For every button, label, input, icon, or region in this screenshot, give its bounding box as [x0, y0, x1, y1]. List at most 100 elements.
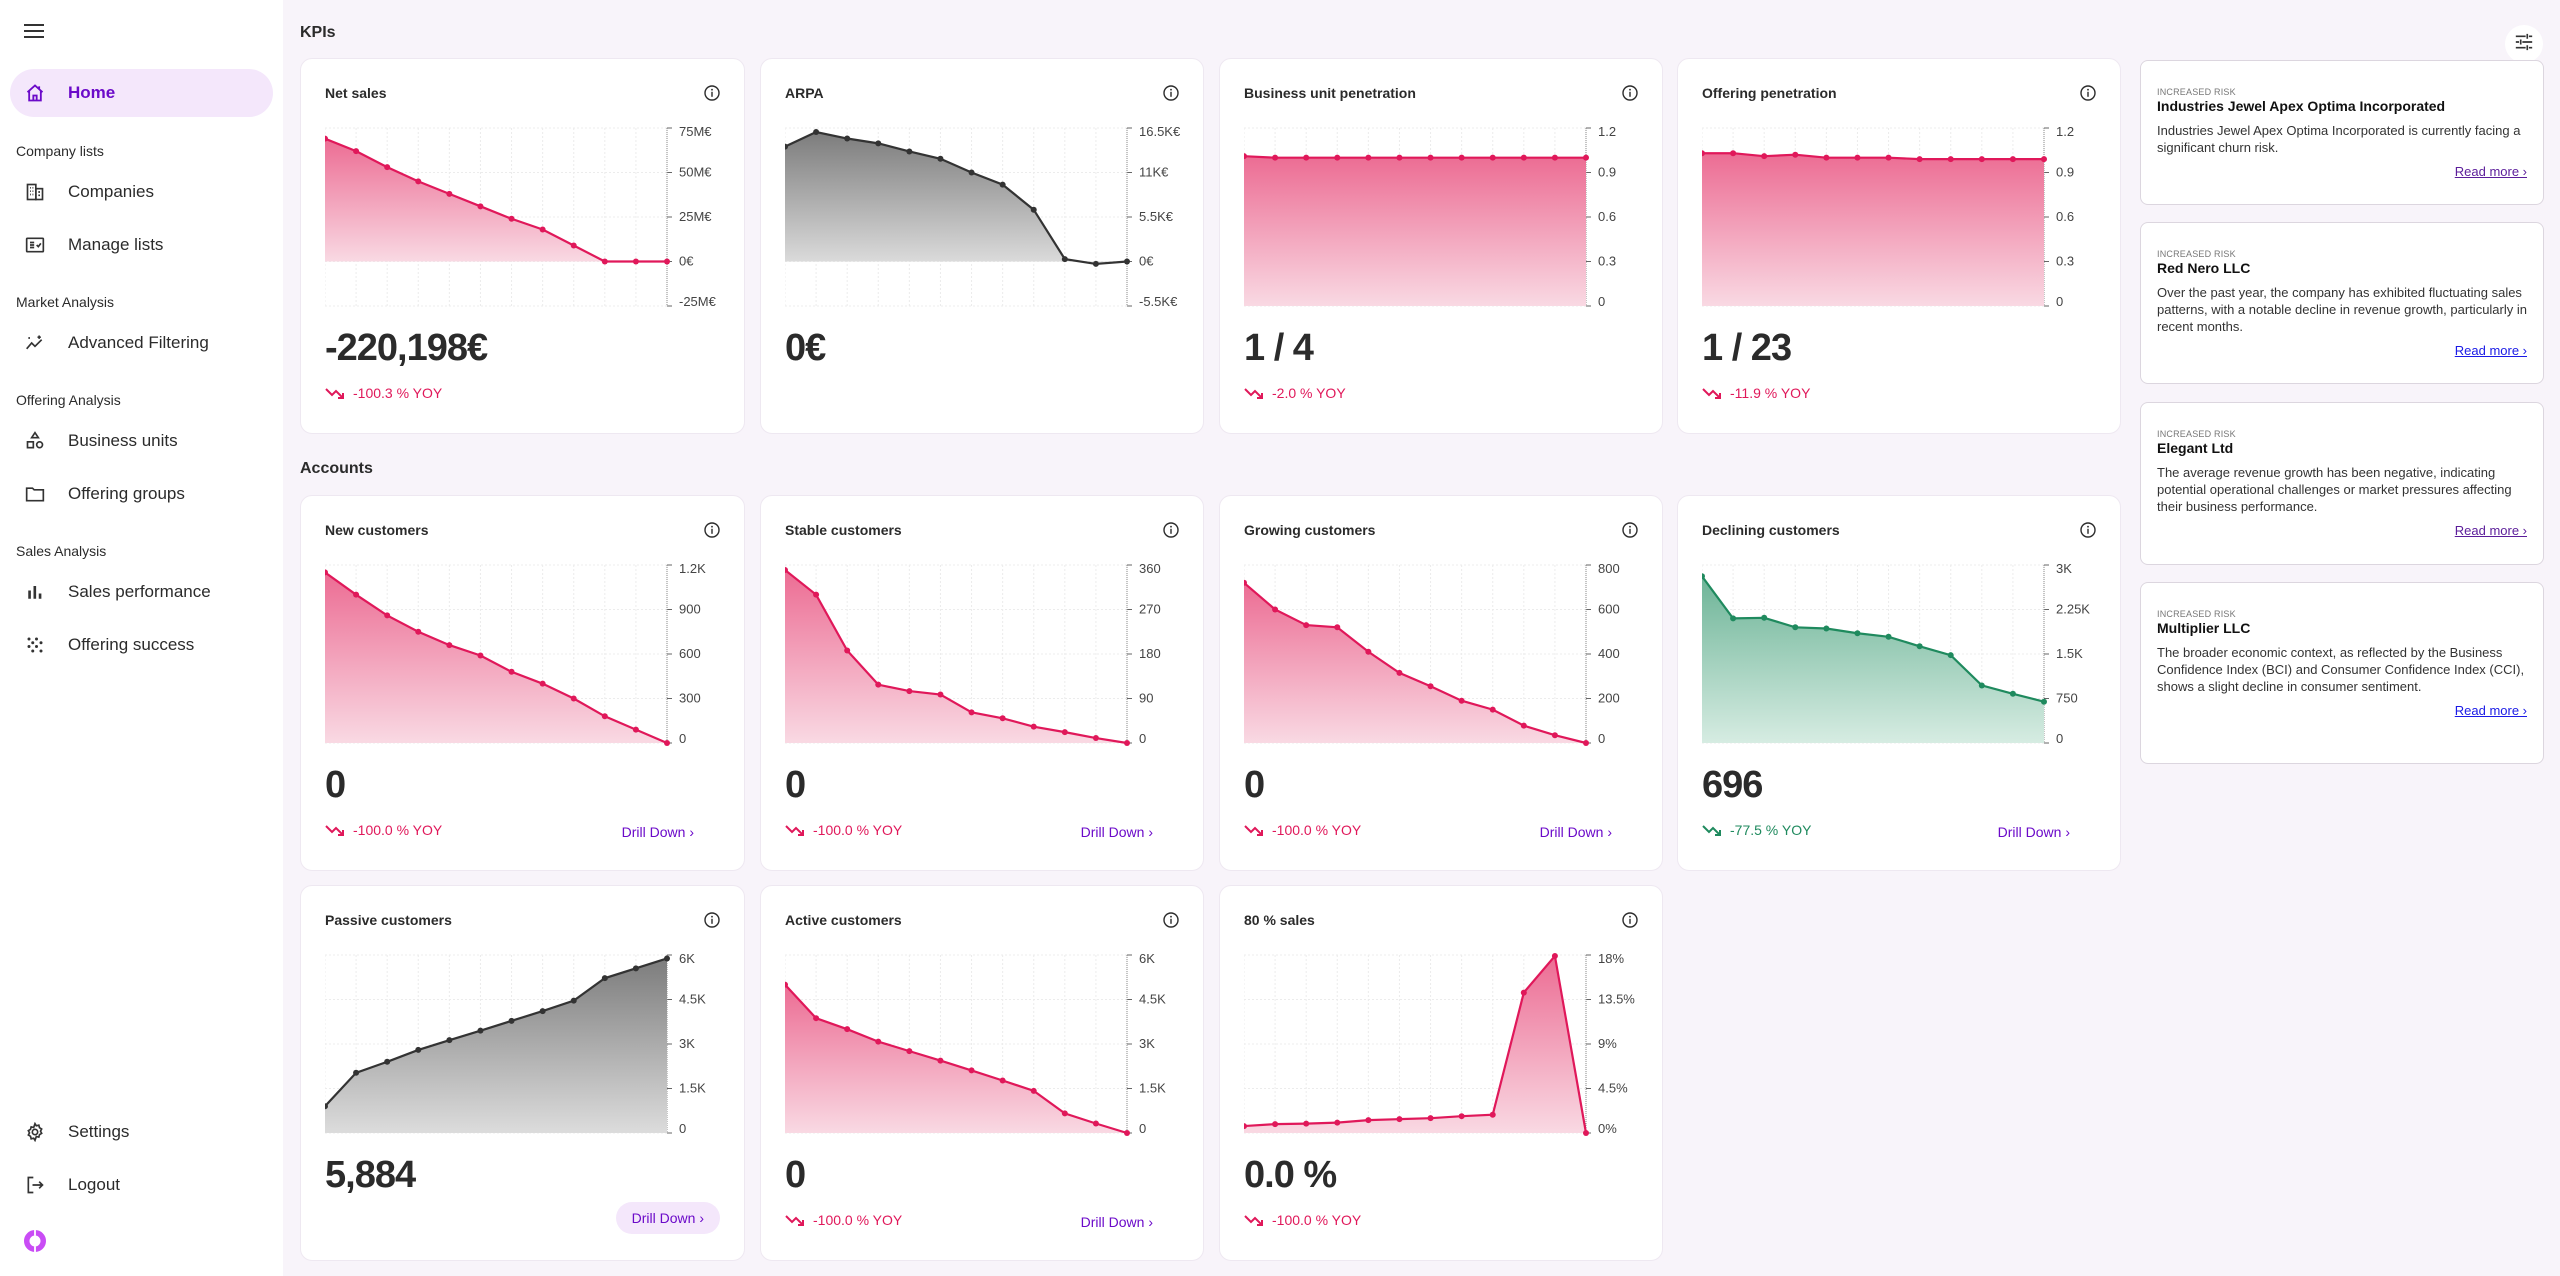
filter-settings-button[interactable]: [2505, 25, 2543, 63]
data-point[interactable]: [968, 1067, 975, 1074]
drill-down-button[interactable]: Drill Down ›: [615, 1202, 720, 1234]
menu-toggle-button[interactable]: [24, 24, 44, 40]
data-point[interactable]: [632, 965, 639, 972]
data-point[interactable]: [570, 997, 577, 1004]
read-more-link[interactable]: Read more ›: [2454, 343, 2527, 358]
data-point[interactable]: [1854, 154, 1861, 161]
data-point[interactable]: [1458, 697, 1465, 704]
data-point[interactable]: [1583, 740, 1589, 746]
data-point[interactable]: [785, 981, 788, 988]
data-point[interactable]: [1823, 625, 1830, 632]
drill-down-button[interactable]: Drill Down ›: [1539, 824, 1612, 840]
data-point[interactable]: [1885, 633, 1892, 640]
data-point[interactable]: [353, 148, 360, 155]
data-point[interactable]: [1730, 615, 1737, 622]
data-point[interactable]: [906, 148, 913, 155]
info-icon[interactable]: [704, 912, 720, 928]
data-point[interactable]: [601, 258, 608, 265]
data-point[interactable]: [1365, 154, 1372, 161]
data-point[interactable]: [999, 181, 1006, 188]
data-point[interactable]: [664, 740, 670, 746]
data-point[interactable]: [384, 612, 391, 619]
data-point[interactable]: [446, 190, 453, 197]
data-point[interactable]: [632, 726, 639, 733]
data-point[interactable]: [508, 668, 515, 675]
sidebar-item-offering-groups[interactable]: Offering groups: [10, 470, 273, 518]
data-point[interactable]: [844, 647, 851, 654]
drill-down-button[interactable]: Drill Down ›: [621, 824, 694, 840]
data-point[interactable]: [1061, 729, 1068, 736]
data-point[interactable]: [384, 164, 391, 171]
data-point[interactable]: [1792, 151, 1799, 158]
data-point[interactable]: [1244, 579, 1247, 586]
data-point[interactable]: [1702, 150, 1705, 157]
data-point[interactable]: [1334, 624, 1341, 631]
drill-down-button[interactable]: Drill Down ›: [1997, 824, 2070, 840]
info-icon[interactable]: [2080, 522, 2096, 538]
data-point[interactable]: [664, 258, 670, 265]
data-point[interactable]: [1365, 648, 1372, 655]
data-point[interactable]: [415, 178, 422, 185]
data-point[interactable]: [875, 140, 882, 147]
data-point[interactable]: [785, 566, 788, 573]
data-point[interactable]: [937, 155, 944, 162]
data-point[interactable]: [1489, 706, 1496, 713]
data-point[interactable]: [844, 135, 851, 142]
data-point[interactable]: [1061, 256, 1068, 263]
data-point[interactable]: [1761, 153, 1768, 160]
data-point[interactable]: [1244, 153, 1247, 160]
sidebar-item-sales-performance[interactable]: Sales performance: [10, 568, 273, 616]
data-point[interactable]: [570, 695, 577, 702]
data-point[interactable]: [1030, 206, 1037, 213]
data-point[interactable]: [906, 688, 913, 695]
data-point[interactable]: [1365, 1117, 1372, 1124]
data-point[interactable]: [1030, 723, 1037, 730]
data-point[interactable]: [1947, 652, 1954, 659]
data-point[interactable]: [1885, 154, 1892, 161]
data-point[interactable]: [325, 569, 328, 576]
data-point[interactable]: [539, 680, 546, 687]
sidebar-item-companies[interactable]: Companies: [10, 168, 273, 216]
data-point[interactable]: [477, 203, 484, 210]
data-point[interactable]: [446, 642, 453, 649]
data-point[interactable]: [415, 1046, 422, 1053]
data-point[interactable]: [1427, 154, 1434, 161]
data-point[interactable]: [1124, 258, 1130, 265]
data-point[interactable]: [1334, 1119, 1341, 1126]
data-point[interactable]: [1303, 1120, 1310, 1127]
data-point[interactable]: [1334, 154, 1341, 161]
data-point[interactable]: [968, 169, 975, 176]
read-more-link[interactable]: Read more ›: [2454, 164, 2527, 179]
data-point[interactable]: [813, 129, 820, 136]
data-point[interactable]: [1489, 1111, 1496, 1118]
data-point[interactable]: [1396, 154, 1403, 161]
data-point[interactable]: [325, 1103, 328, 1110]
data-point[interactable]: [1124, 1130, 1130, 1136]
data-point[interactable]: [384, 1058, 391, 1065]
data-point[interactable]: [1854, 630, 1861, 637]
data-point[interactable]: [937, 1057, 944, 1064]
data-point[interactable]: [1551, 732, 1558, 739]
data-point[interactable]: [1427, 1115, 1434, 1122]
read-more-link[interactable]: Read more ›: [2454, 523, 2527, 538]
data-point[interactable]: [1396, 669, 1403, 676]
data-point[interactable]: [570, 242, 577, 249]
sidebar-item-offering-success[interactable]: Offering success: [10, 621, 273, 669]
data-point[interactable]: [937, 691, 944, 698]
data-point[interactable]: [539, 226, 546, 233]
data-point[interactable]: [325, 135, 328, 142]
info-icon[interactable]: [1622, 912, 1638, 928]
data-point[interactable]: [1702, 573, 1705, 580]
data-point[interactable]: [2009, 690, 2016, 697]
data-point[interactable]: [1489, 154, 1496, 161]
data-point[interactable]: [785, 143, 788, 150]
data-point[interactable]: [1303, 154, 1310, 161]
data-point[interactable]: [1427, 683, 1434, 690]
data-point[interactable]: [1030, 1087, 1037, 1094]
data-point[interactable]: [1551, 154, 1558, 161]
data-point[interactable]: [477, 1027, 484, 1034]
data-point[interactable]: [415, 628, 422, 635]
info-icon[interactable]: [1622, 85, 1638, 101]
data-point[interactable]: [1978, 156, 1985, 163]
read-more-link[interactable]: Read more ›: [2454, 703, 2527, 718]
